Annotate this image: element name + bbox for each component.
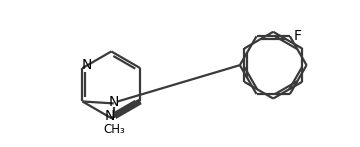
Text: N: N xyxy=(109,95,119,110)
Text: N: N xyxy=(105,109,115,123)
Text: CH₃: CH₃ xyxy=(103,123,125,136)
Text: F: F xyxy=(294,29,302,43)
Text: N: N xyxy=(81,58,91,72)
